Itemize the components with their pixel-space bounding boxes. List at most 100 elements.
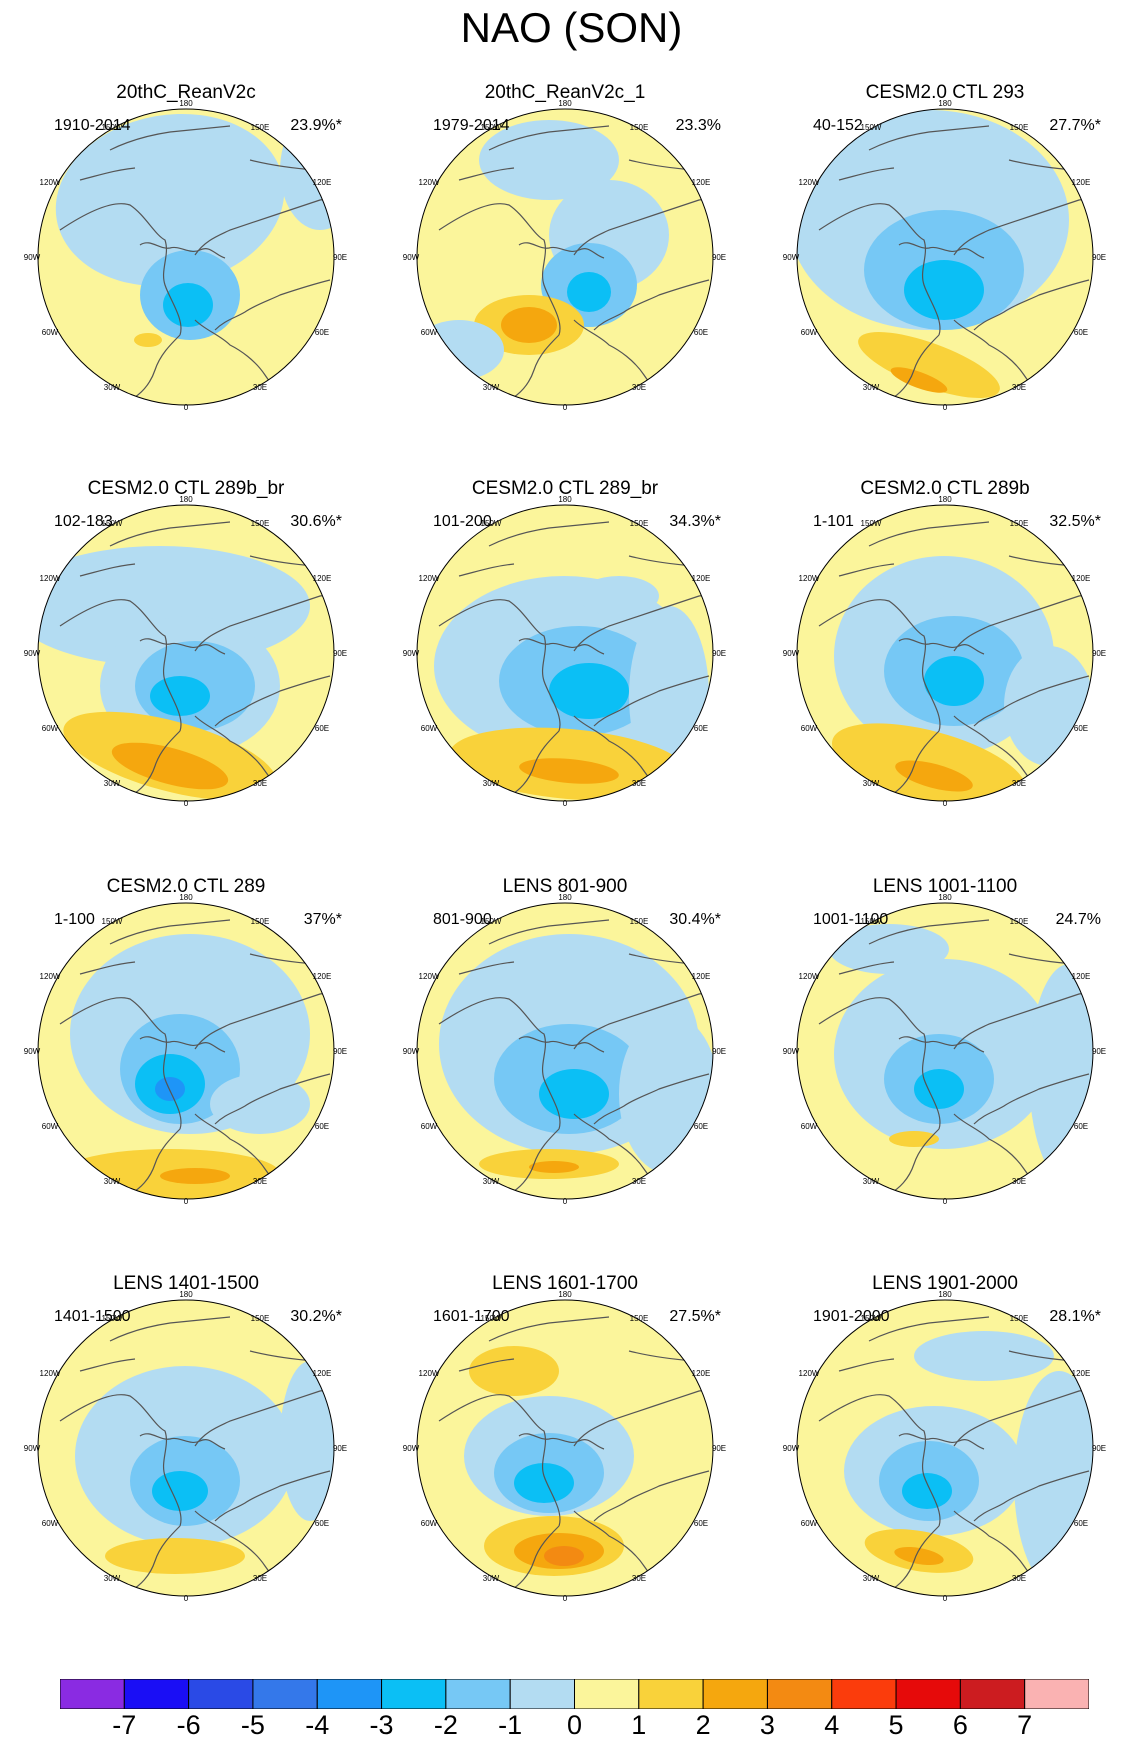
colorbar-segment [252,1679,318,1709]
map-panel-12: 180 150W 150E 120W 120E 90W 90E 60W 60E 30W 30E 0 L… [779,1191,1111,1601]
map-label-90w: 90W [403,1444,420,1453]
map-label-90w: 90W [403,253,420,262]
coastline [109,1316,231,1342]
colorbar-segment [509,1679,575,1709]
map-label-180: 180 [179,893,193,902]
map-label-120w: 120W [419,972,440,981]
polar-map: 180 150W 150E 120W 120E 90W 90E 60W 60E 30W 30E 0 [783,99,1106,410]
colorbar-label: 2 [695,1710,711,1740]
map-panel-7: 180 150W 150E 120W 120E 90W 90E 60W 60E 30W 30E 0 C… [20,794,352,1204]
map-label-60e: 60E [1074,1519,1088,1528]
panel-title: CESM2.0 CTL 289 [106,876,266,897]
coastline [898,242,985,259]
map-label-120w: 120W [419,1369,440,1378]
colorbar-label: -1 [498,1710,523,1740]
map-label-150e: 150E [630,123,649,132]
anomaly-contour-pos1 [858,332,1000,398]
map-label-30e: 30E [1012,1574,1026,1583]
coastline [438,1394,561,1527]
coastline [838,563,895,577]
coastline [593,1470,710,1522]
map-label-90w: 90W [24,1444,41,1453]
panel-percent: 34.3%* [669,513,721,530]
coastline [518,242,605,259]
coastline [488,1316,610,1342]
coastline [888,1525,940,1592]
coastline [973,279,1090,331]
anomaly-contour-neg1 [619,1014,713,1174]
coastline [488,125,610,151]
anomaly-contour-neg4 [155,1077,185,1101]
map-label-120w: 120W [799,1369,820,1378]
coastline [79,961,136,975]
panel-title: LENS 1901-2000 [872,1273,1018,1294]
map-label-150w: 150W [481,519,502,528]
map-label-0: 0 [184,403,189,410]
map-label-60w: 60W [42,328,59,337]
map-label-0: 0 [943,1197,948,1204]
map-border [37,902,335,1200]
coastline [214,1073,331,1125]
coastline [888,1128,940,1195]
map-label-120e: 120E [313,972,332,981]
colorbar-segment [895,1679,961,1709]
map-label-0: 0 [184,1197,189,1204]
panel-percent: 30.6%* [290,513,342,530]
map-label-180: 180 [558,893,572,902]
map-label-90e: 90E [1092,1047,1106,1056]
map-label-120e: 120E [313,178,332,187]
panel-period: 1001-1100 [813,911,889,928]
map-label-150w: 150W [861,917,882,926]
panel-title: CESM2.0 CTL 289b [860,478,1030,499]
map-label-120w: 120W [419,178,440,187]
map-label-120e: 120E [692,1369,711,1378]
coastline [973,1470,1090,1522]
colorbar-segment [574,1679,640,1709]
polar-map: 180 150W 150E 120W 120E 90W 90E 60W 60E 30W 30E 0 [403,495,726,806]
map-label-120e: 120E [1072,178,1091,187]
map-label-180: 180 [938,495,952,504]
map-border [416,108,714,406]
map-label-120e: 120E [1072,972,1091,981]
coastline [518,638,605,655]
map-label-60w: 60W [421,1122,438,1131]
coastline [898,638,985,655]
panel-percent: 37%* [303,911,342,928]
anomaly-contour-neg1 [1014,1371,1093,1591]
map-label-30e: 30E [1012,383,1026,392]
panel-period: 102-183 [54,513,113,530]
map-label-30w: 30W [104,1574,121,1583]
coastline [438,203,561,336]
coastline [868,919,990,945]
map-label-0: 0 [563,403,568,410]
map-label-120e: 120E [313,574,332,583]
colorbar-segment [381,1679,447,1709]
coastline [109,521,231,547]
coastline [838,1358,895,1372]
map-label-60e: 60E [315,1519,329,1528]
panel-period: 1601-1700 [433,1308,510,1325]
map-label-0: 0 [563,1197,568,1204]
coastline [818,203,941,336]
coastline [59,599,182,732]
map-label-90w: 90W [403,1047,420,1056]
coastline [59,1394,182,1527]
map-panel-4: 180 150W 150E 120W 120E 90W 90E 60W 60E 30W 30E 0 C… [20,396,352,806]
panel-title: CESM2.0 CTL 289_br [471,478,659,499]
polar-map: 180 150W 150E 120W 120E 90W 90E 60W 60E 30W 30E 0 [783,495,1106,806]
map-label-90e: 90E [1092,649,1106,658]
coastline [868,521,990,547]
panel-title: 20thC_ReanV2c [116,82,256,103]
map-label-150e: 150E [1010,1314,1029,1323]
map-label-180: 180 [938,99,952,108]
coastline [139,638,226,655]
map-label-180: 180 [938,1290,952,1299]
coastline [838,961,895,975]
map-border [416,902,714,1200]
map-panel-5: 180 150W 150E 120W 120E 90W 90E 60W 60E 30W 30E 0 C… [399,396,731,806]
colorbar-label: 6 [952,1710,968,1740]
map-label-60w: 60W [421,328,438,337]
map-label-120w: 120W [799,574,820,583]
colorbar-segment [316,1679,383,1709]
map-label-120e: 120E [1072,1369,1091,1378]
